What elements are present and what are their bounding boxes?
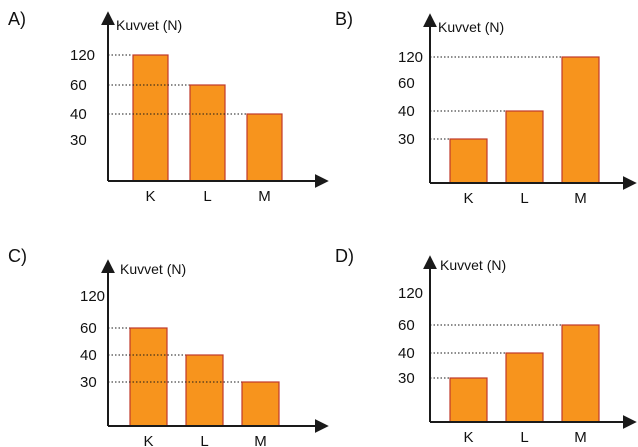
category-label-K: K <box>145 188 155 205</box>
y-tick-label: 60 <box>80 320 97 337</box>
y-tick-label: 60 <box>398 75 415 92</box>
y-tick-label: 60 <box>70 77 87 94</box>
option-label: C) <box>8 246 27 266</box>
chart-option-3: D) K L M 120 60 40 30 Kuvvet (N) <box>335 246 637 446</box>
bar-M <box>246 113 283 182</box>
category-label-L: L <box>203 188 211 205</box>
y-tick-label: 40 <box>398 345 415 362</box>
category-label-K: K <box>463 190 473 207</box>
chart-option-2: C) K L M 120 60 40 30 Kuvvet (N) <box>8 246 329 447</box>
bar-M <box>561 324 600 423</box>
chart-option-1: B) K L M 120 60 40 30 Kuvvet (N) <box>335 9 637 207</box>
option-label: B) <box>335 9 353 29</box>
bar-L <box>189 84 226 182</box>
y-tick-label: 120 <box>398 285 423 302</box>
category-label-L: L <box>200 433 208 447</box>
y-tick-label: 40 <box>70 106 87 123</box>
y-axis-label: Kuvvet (N) <box>116 17 182 33</box>
category-label-M: M <box>574 190 587 207</box>
category-label-K: K <box>463 429 473 446</box>
y-tick-label: 120 <box>80 288 105 305</box>
y-tick-label: 120 <box>70 47 95 64</box>
bar-L <box>505 352 544 423</box>
category-label-M: M <box>254 433 267 447</box>
y-tick-label: 30 <box>398 131 415 148</box>
y-axis-label: Kuvvet (N) <box>440 257 506 273</box>
y-tick-label: 30 <box>70 132 87 149</box>
y-axis-label: Kuvvet (N) <box>438 19 504 35</box>
bar-K <box>132 54 169 182</box>
bar-M <box>561 56 600 184</box>
option-label: A) <box>8 9 26 29</box>
category-label-L: L <box>520 190 528 207</box>
category-label-L: L <box>520 429 528 446</box>
category-label-K: K <box>143 433 153 447</box>
bar-K <box>129 327 168 427</box>
bar-K <box>449 138 488 184</box>
y-tick-label: 40 <box>80 347 97 364</box>
bar-M <box>241 381 280 427</box>
option-label: D) <box>335 246 354 266</box>
y-axis-label: Kuvvet (N) <box>120 261 186 277</box>
y-tick-label: 60 <box>398 317 415 334</box>
y-tick-label: 120 <box>398 49 423 66</box>
y-tick-label: 30 <box>80 374 97 391</box>
bar-L <box>185 354 224 427</box>
category-label-M: M <box>258 188 271 205</box>
y-tick-label: 30 <box>398 370 415 387</box>
category-label-M: M <box>574 429 587 446</box>
y-tick-label: 40 <box>398 103 415 120</box>
bar-L <box>505 110 544 184</box>
bar-K <box>449 377 488 423</box>
chart-option-0: A) K L M 120 60 40 30 Kuvvet (N) <box>8 9 329 205</box>
